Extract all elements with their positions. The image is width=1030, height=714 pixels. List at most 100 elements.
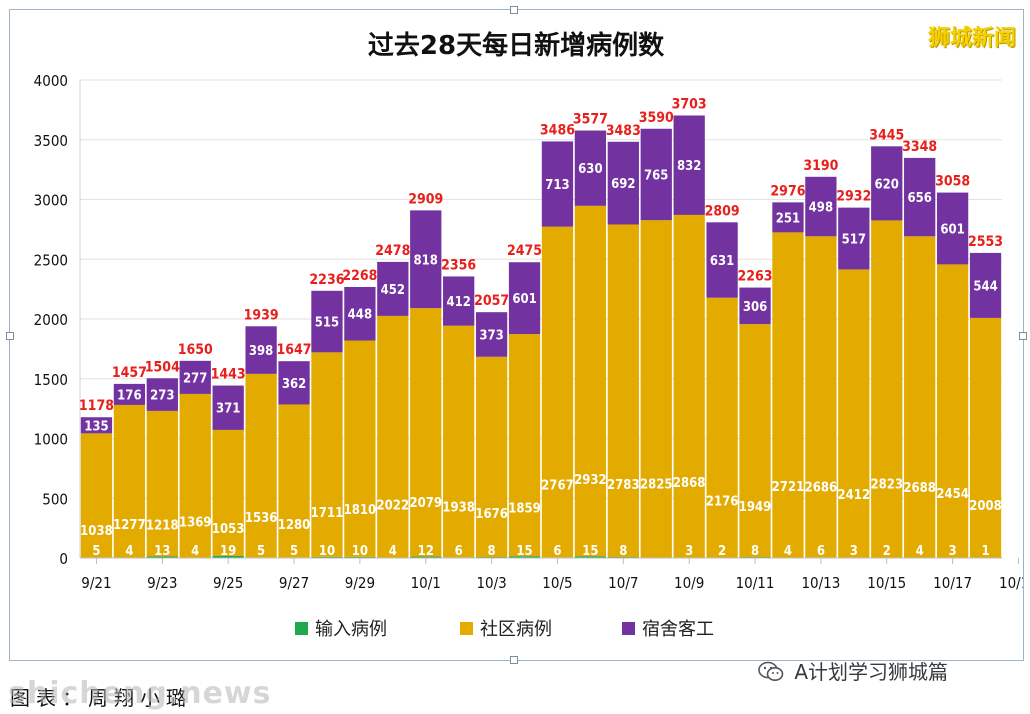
bar-segment-community <box>541 226 574 558</box>
bar-segment-dorm <box>146 378 178 411</box>
resize-handle-bottom[interactable] <box>510 656 518 664</box>
bar-segment-import <box>410 556 442 558</box>
bar-segment-import <box>574 556 607 558</box>
bar-segment-dorm <box>706 222 738 298</box>
figure-caption: 图表：周翔小璐 <box>10 686 192 710</box>
data-label-import: 6 <box>455 544 463 559</box>
x-tick-label: 10/17 <box>933 574 972 592</box>
bar-segment-dorm <box>344 286 376 341</box>
data-label-import: 4 <box>191 544 199 559</box>
bar-segment-dorm <box>640 128 672 221</box>
bar-segment-dorm <box>574 130 607 206</box>
bar-segment-community <box>574 205 607 557</box>
data-label-import: 3 <box>685 544 693 559</box>
x-tick-label: 10/19 <box>999 574 1023 592</box>
data-label-total: 1647 <box>277 342 312 358</box>
data-label-dorm: 692 <box>611 177 635 192</box>
data-label-import: 4 <box>125 544 133 559</box>
bar-segment-dorm <box>838 207 870 270</box>
x-tick-label: 10/3 <box>476 574 506 592</box>
data-label-community: 2079 <box>409 496 442 511</box>
legend-label: 宿舍客工 <box>642 619 714 640</box>
data-label-community: 1938 <box>442 500 475 515</box>
data-label-dorm: 713 <box>545 178 569 193</box>
bar-segment-dorm <box>410 210 442 309</box>
data-label-dorm: 448 <box>348 308 372 323</box>
x-tick-label: 9/25 <box>213 574 243 592</box>
bar-segment-community <box>969 317 1002 558</box>
bar-segment-community <box>146 410 178 557</box>
data-label-import: 12 <box>418 544 434 559</box>
data-label-dorm: 452 <box>381 283 405 298</box>
data-label-dorm: 631 <box>710 254 734 269</box>
data-label-total: 3577 <box>573 112 608 128</box>
y-tick-label: 500 <box>42 490 68 508</box>
data-label-community: 1711 <box>311 506 344 521</box>
data-label-import: 15 <box>582 544 598 559</box>
data-label-dorm: 515 <box>315 316 339 331</box>
y-tick-label: 3000 <box>34 192 68 210</box>
resize-handle-right[interactable] <box>1019 332 1027 340</box>
bar-segment-community <box>344 340 376 557</box>
data-label-total: 2356 <box>441 257 476 273</box>
data-label-import: 8 <box>619 544 627 559</box>
resize-handle-top[interactable] <box>510 6 518 14</box>
data-label-total: 2263 <box>738 269 773 285</box>
data-label-dorm: 601 <box>940 222 964 237</box>
data-label-dorm: 498 <box>809 201 833 216</box>
bar-segment-community <box>706 297 738 558</box>
bar-segment-community <box>410 308 442 557</box>
data-label-import: 19 <box>220 544 236 559</box>
y-tick-label: 2500 <box>34 251 68 269</box>
chart-frame: 过去28天每日新增病例数 0 500 1000 1500 2000 2500 3000 350… <box>6 6 1027 664</box>
y-tick-label: 1500 <box>34 371 68 389</box>
data-label-community: 1053 <box>212 522 245 537</box>
bar-segment-community <box>212 429 244 556</box>
bar-segment-community <box>772 232 804 558</box>
bar-segment-dorm <box>772 202 804 233</box>
x-tick-label: 9/23 <box>147 574 177 592</box>
data-label-import: 10 <box>319 544 335 559</box>
data-label-dorm: 371 <box>216 402 240 417</box>
resize-handle-left[interactable] <box>6 332 14 340</box>
bar-segment-community <box>508 334 541 557</box>
data-label-import: 2 <box>718 544 726 559</box>
data-label-import: 13 <box>154 544 170 559</box>
data-label-total: 2932 <box>836 189 871 205</box>
data-label-community: 2008 <box>969 499 1002 514</box>
bar-segment-dorm <box>179 360 211 394</box>
wechat-account: A计划学习狮城篇 <box>758 656 948 685</box>
bar-segment-community <box>475 356 508 558</box>
bar-segment-import <box>146 556 178 558</box>
data-label-total: 1650 <box>178 342 213 358</box>
data-label-dorm: 277 <box>183 371 207 386</box>
bar-segment-import <box>344 556 376 558</box>
data-label-import: 3 <box>949 544 957 559</box>
data-label-total: 3190 <box>803 158 838 174</box>
bar-segment-dorm <box>805 176 837 237</box>
x-tick-label: 10/9 <box>674 574 704 592</box>
x-tick-label: 9/27 <box>279 574 309 592</box>
data-label-import: 2 <box>883 544 891 559</box>
data-label-import: 6 <box>553 544 561 559</box>
y-tick-label: 2000 <box>34 311 68 329</box>
data-label-community: 2176 <box>706 495 739 510</box>
data-label-community: 1536 <box>245 511 278 526</box>
y-tick-label: 3500 <box>34 132 68 150</box>
bar-segment-import <box>212 555 244 558</box>
data-label-import: 5 <box>92 544 100 559</box>
data-label-import: 5 <box>257 544 265 559</box>
data-label-total: 3483 <box>606 123 641 139</box>
data-label-total: 3590 <box>639 110 674 126</box>
y-tick-label: 0 <box>59 550 68 568</box>
bar-segment-community <box>640 220 672 558</box>
bar-segment-import <box>508 556 541 558</box>
data-label-dorm: 306 <box>743 300 767 315</box>
data-label-community: 2932 <box>574 473 607 488</box>
data-label-dorm: 251 <box>776 211 800 226</box>
data-label-total: 2976 <box>770 183 805 199</box>
bar-segment-dorm <box>443 276 475 326</box>
data-label-community: 2823 <box>870 478 903 493</box>
bar-segment-dorm <box>377 261 409 316</box>
data-label-import: 8 <box>488 544 496 559</box>
